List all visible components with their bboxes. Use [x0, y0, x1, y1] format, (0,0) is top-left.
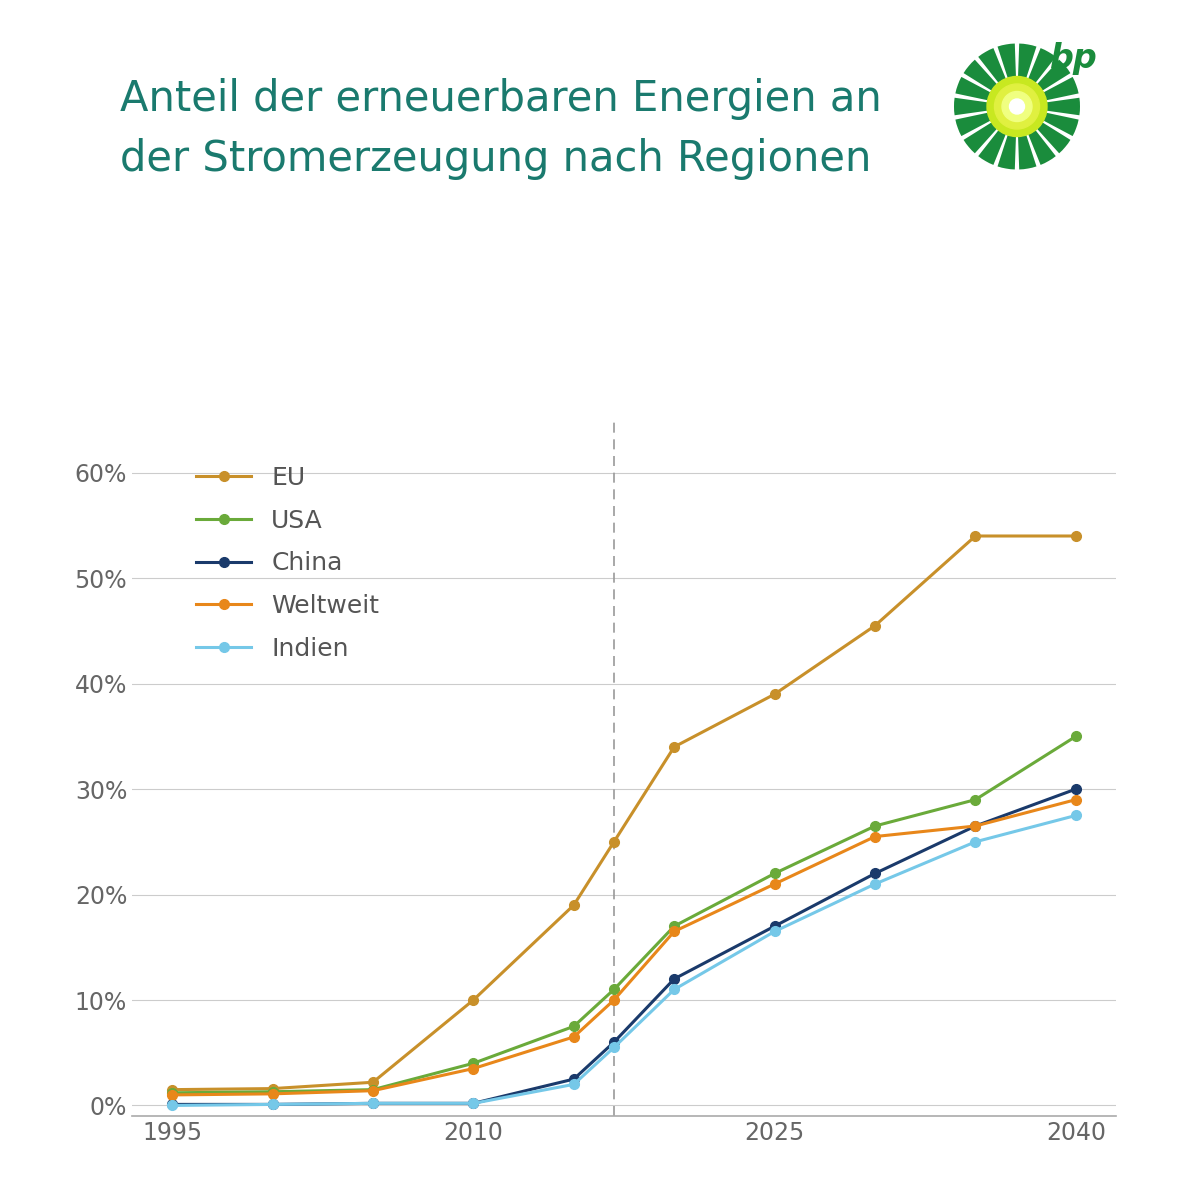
Weltweit [164, 1087, 179, 1102]
Indien [366, 1096, 380, 1110]
Weltweit [667, 924, 682, 938]
Weltweit [768, 877, 782, 892]
Weltweit [366, 1084, 380, 1098]
Indien [607, 1040, 622, 1055]
EU [366, 1075, 380, 1090]
USA [968, 792, 983, 806]
USA [607, 983, 622, 997]
Line: EU: EU [167, 532, 1081, 1094]
Wedge shape [964, 122, 997, 154]
EU [164, 1082, 179, 1097]
Line: Weltweit: Weltweit [167, 794, 1081, 1099]
Wedge shape [1046, 97, 1080, 115]
Indien [265, 1097, 280, 1111]
Indien [667, 983, 682, 997]
USA [868, 818, 882, 833]
China [366, 1096, 380, 1110]
USA [366, 1082, 380, 1097]
Text: Anteil der erneuerbaren Energien an: Anteil der erneuerbaren Energien an [120, 78, 882, 120]
Line: China: China [167, 785, 1081, 1109]
USA [1069, 730, 1084, 744]
Indien [466, 1096, 480, 1110]
USA [768, 866, 782, 881]
Weltweit [607, 992, 622, 1007]
Wedge shape [964, 60, 997, 91]
Wedge shape [997, 136, 1016, 169]
EU [968, 529, 983, 544]
EU [265, 1081, 280, 1096]
China [768, 919, 782, 934]
Line: Indien: Indien [167, 810, 1081, 1110]
Circle shape [995, 84, 1039, 128]
Weltweit [968, 818, 983, 833]
Indien [566, 1078, 581, 1092]
China [164, 1097, 179, 1111]
Wedge shape [978, 48, 1006, 83]
Weltweit [466, 1061, 480, 1075]
Wedge shape [1018, 136, 1037, 169]
China [667, 972, 682, 986]
Weltweit [1069, 792, 1084, 806]
EU [566, 898, 581, 912]
Wedge shape [978, 130, 1006, 164]
USA [265, 1085, 280, 1099]
Weltweit [566, 1030, 581, 1044]
Wedge shape [1044, 77, 1079, 101]
Circle shape [1009, 98, 1025, 114]
Circle shape [986, 77, 1046, 137]
EU [667, 739, 682, 754]
EU [1069, 529, 1084, 544]
Circle shape [1002, 91, 1032, 121]
Indien [164, 1098, 179, 1112]
Indien [1069, 809, 1084, 823]
Wedge shape [1037, 122, 1070, 154]
Weltweit [868, 829, 882, 844]
China [1069, 782, 1084, 797]
China [566, 1072, 581, 1086]
Line: USA: USA [167, 732, 1081, 1098]
Wedge shape [1018, 43, 1037, 78]
Text: der Stromerzeugung nach Regionen: der Stromerzeugung nach Regionen [120, 138, 871, 180]
Wedge shape [955, 113, 990, 136]
China [265, 1097, 280, 1111]
Wedge shape [1044, 113, 1079, 136]
China [968, 818, 983, 833]
Weltweit [265, 1087, 280, 1102]
Wedge shape [955, 77, 990, 101]
USA [164, 1086, 179, 1100]
EU [466, 992, 480, 1007]
USA [466, 1056, 480, 1070]
China [607, 1034, 622, 1049]
Indien [968, 835, 983, 850]
China [466, 1096, 480, 1110]
China [868, 866, 882, 881]
Wedge shape [954, 97, 988, 115]
EU [768, 686, 782, 701]
Wedge shape [1037, 60, 1070, 91]
USA [667, 919, 682, 934]
Text: bp: bp [1050, 42, 1098, 74]
Indien [868, 877, 882, 892]
USA [566, 1019, 581, 1033]
Legend: EU, USA, China, Weltweit, Indien: EU, USA, China, Weltweit, Indien [184, 454, 392, 673]
Indien [768, 924, 782, 938]
EU [868, 618, 882, 632]
Wedge shape [1028, 130, 1056, 164]
Wedge shape [1028, 48, 1056, 83]
Wedge shape [997, 43, 1016, 78]
EU [607, 835, 622, 850]
